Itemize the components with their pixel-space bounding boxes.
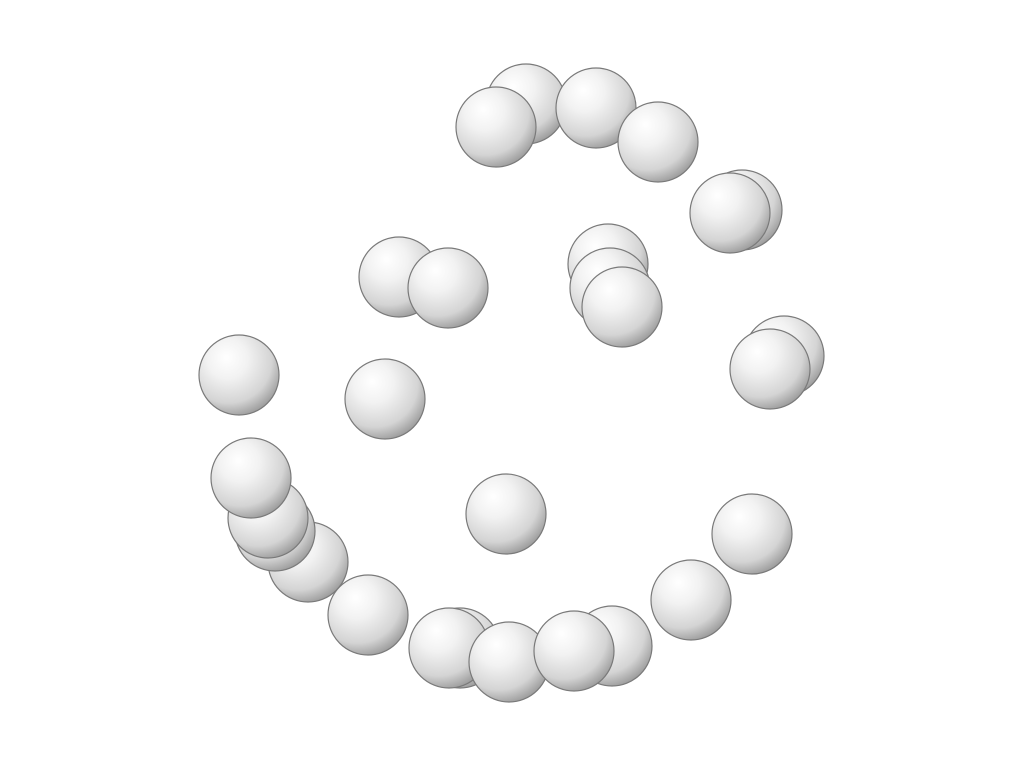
sphere bbox=[533, 610, 615, 692]
sphere bbox=[650, 559, 732, 641]
sphere bbox=[210, 437, 292, 519]
sphere bbox=[465, 473, 547, 555]
sphere bbox=[198, 334, 280, 416]
sphere bbox=[327, 574, 409, 656]
sphere bbox=[455, 86, 537, 168]
sphere bbox=[711, 493, 793, 575]
sphere bbox=[617, 101, 699, 183]
sphere bbox=[344, 358, 426, 440]
sphere-group bbox=[198, 63, 825, 703]
sphere bbox=[407, 247, 489, 329]
sphere bbox=[729, 328, 811, 410]
sphere bbox=[689, 172, 771, 254]
sphere bbox=[581, 266, 663, 348]
